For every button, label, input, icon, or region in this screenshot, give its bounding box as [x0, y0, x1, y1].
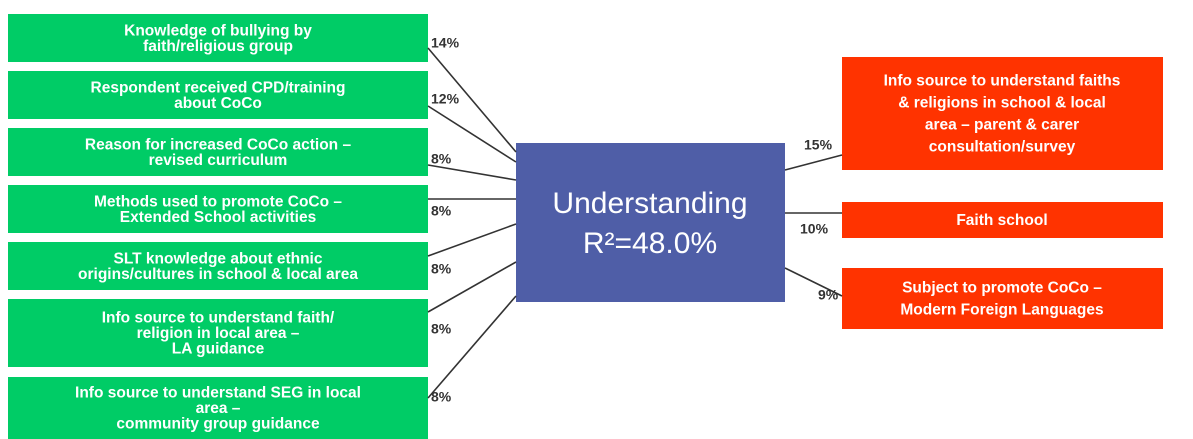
- node-text: revised curriculum: [149, 152, 288, 169]
- node-text: Reason for increased CoCo action –: [85, 136, 352, 153]
- node-text: Faith school: [956, 212, 1047, 229]
- weight-label: 8%: [431, 151, 452, 167]
- connector: [784, 154, 843, 171]
- weight-label: 10%: [800, 221, 829, 237]
- connector: [427, 295, 517, 399]
- right-node: [842, 202, 1163, 238]
- right-node: [842, 268, 1163, 329]
- connector: [784, 267, 843, 297]
- node-text: & religions in school & local: [898, 95, 1106, 112]
- weight-label: 8%: [431, 389, 452, 405]
- node-text: Methods used to promote CoCo –: [94, 193, 342, 210]
- node-text: Info source to understand faiths: [884, 73, 1121, 90]
- connector: [427, 261, 517, 313]
- connector: [427, 47, 517, 153]
- weight-label: 14%: [431, 35, 460, 51]
- weight-label: 9%: [818, 287, 839, 303]
- node-text: about CoCo: [174, 95, 262, 112]
- node-text: R²=48.0%: [583, 227, 717, 260]
- weight-label: 8%: [431, 261, 452, 277]
- left-node: [8, 299, 428, 367]
- weight-label: 8%: [431, 321, 452, 337]
- node-text: area – parent & carer: [925, 117, 1079, 134]
- left-node: [8, 14, 428, 62]
- node-text: Respondent received CPD/training: [91, 79, 346, 96]
- left-node: [8, 377, 428, 439]
- left-node: [8, 128, 428, 176]
- node-text: Understanding: [552, 187, 747, 220]
- left-node: [8, 242, 428, 290]
- right-node: [842, 57, 1163, 170]
- weight-label: 15%: [804, 137, 833, 153]
- weight-label: 8%: [431, 203, 452, 219]
- left-node: [8, 185, 428, 233]
- connector: [427, 164, 517, 181]
- node-text: LA guidance: [172, 341, 265, 358]
- connector: [427, 105, 517, 163]
- node-text: Knowledge of bullying by: [124, 22, 312, 39]
- node-text: Info source to understand faith/: [102, 310, 335, 327]
- node-text: consultation/survey: [929, 139, 1076, 156]
- weight-label: 12%: [431, 91, 460, 107]
- left-node: [8, 71, 428, 119]
- node-text: religion in local area –: [137, 325, 300, 342]
- node-text: SLT knowledge about ethnic: [114, 250, 323, 267]
- node-text: area –: [196, 400, 241, 417]
- center-box: [516, 143, 785, 302]
- connector: [427, 223, 517, 257]
- node-text: Modern Foreign Languages: [900, 302, 1103, 319]
- node-text: community group guidance: [116, 416, 320, 433]
- node-text: Extended School activities: [120, 209, 316, 226]
- node-text: faith/religious group: [143, 38, 293, 55]
- node-text: Subject to promote CoCo –: [902, 280, 1102, 297]
- node-text: Info source to understand SEG in local: [75, 385, 361, 402]
- node-text: origins/cultures in school & local area: [78, 266, 358, 283]
